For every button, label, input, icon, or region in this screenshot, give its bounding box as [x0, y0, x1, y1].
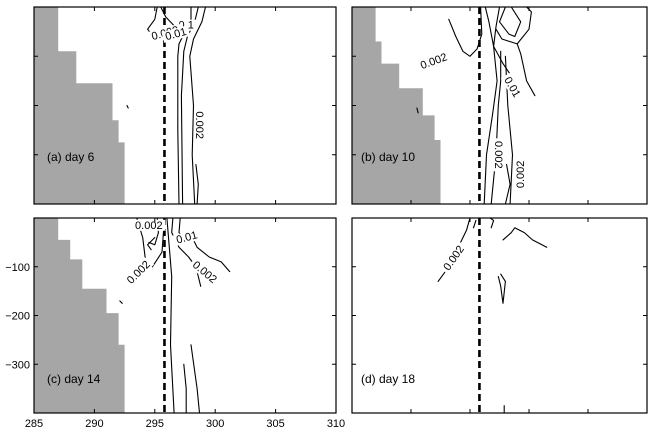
contour-label-c-2: 0.002	[188, 257, 221, 288]
land-mask-panel-a	[34, 7, 125, 204]
x-tick-label-295: 295	[146, 418, 164, 430]
contour-line-b-0	[448, 7, 483, 57]
contour-line-a-5	[177, 35, 184, 204]
contour-line-a-7	[126, 104, 129, 109]
x-tick-label-305: 305	[266, 418, 284, 430]
panel-b-label: (b) day 10	[361, 150, 415, 164]
contour-line-d-2	[489, 218, 495, 229]
contour-label-c-3: 0.002	[132, 219, 166, 232]
svg-text:0.002: 0.002	[515, 161, 527, 189]
contour-line-c-7	[147, 236, 156, 251]
panel-a-label: (a) day 6	[47, 150, 95, 164]
contour-label-b-1: 0.01	[500, 72, 524, 102]
x-tick-label-300: 300	[206, 418, 224, 430]
contour-line-b-4	[498, 7, 522, 38]
contour-label-a-3: 0.002	[193, 108, 206, 142]
svg-text:0.002: 0.002	[492, 141, 504, 169]
contour-line-a-6	[195, 164, 199, 204]
contour-line-b-8	[504, 164, 511, 204]
x-tick-label-310: 310	[327, 418, 345, 430]
land-mask-panel-c	[34, 218, 125, 413]
contour-line-b-1	[484, 7, 512, 77]
svg-text:0.002: 0.002	[135, 220, 163, 232]
panel-d-label: (d) day 18	[361, 372, 415, 386]
contour-line-b-5	[495, 7, 532, 45]
contour-label-b-2: 0.002	[492, 138, 504, 172]
svg-text:0.002: 0.002	[419, 51, 449, 72]
contour-label-d-0: 0.002	[439, 241, 468, 275]
contour-line-c-4	[166, 218, 175, 413]
x-tick-label-290: 290	[85, 418, 103, 430]
axes-ticks: 285 290 295 300 305 310 −100 −200 −300	[5, 7, 648, 430]
contour-line-b-2	[483, 7, 501, 204]
contour-line-b-6	[516, 43, 536, 97]
contour-label-c-1: 0.002	[122, 256, 155, 288]
x-tick-label-285: 285	[25, 418, 43, 430]
contour-line-d-3	[502, 227, 548, 248]
y-tick-label--100: −100	[5, 262, 30, 274]
panel-c-label: (c) day 14	[47, 372, 101, 386]
contour-label-a-2: 0.01	[161, 25, 191, 43]
panel-c: 0.01 0.002 0.002 0.002 (c) day 14	[33, 217, 337, 414]
svg-text:0.002: 0.002	[441, 244, 467, 273]
contour-line-a-4	[189, 7, 207, 204]
y-tick-label--300: −300	[5, 359, 30, 371]
contour-line-a-3	[180, 7, 199, 204]
contour-line-d-4	[497, 273, 506, 304]
contour-line-d-1	[472, 219, 477, 229]
contour-line-c-8	[119, 300, 123, 304]
land-mask-panel-b	[352, 7, 441, 204]
contour-label-b-0: 0.002	[416, 50, 452, 72]
svg-text:0.002: 0.002	[193, 111, 205, 139]
contour-line-c-5	[183, 363, 187, 413]
y-tick-label--200: −200	[5, 311, 30, 323]
svg-text:0.01: 0.01	[164, 26, 188, 43]
contour-line-c-6	[190, 344, 201, 413]
svg-text:0.01: 0.01	[175, 229, 199, 246]
contour-line-b-9	[416, 107, 419, 114]
panel-b: 0.002 0.01 0.002 0.002 (b) day 10	[351, 6, 648, 205]
contour-label-c-0: 0.01	[172, 228, 202, 247]
panel-d: 0.002 (d) day 18	[351, 217, 648, 414]
contour-label-b-3: 0.002	[515, 157, 527, 191]
contour-line-c-2	[171, 218, 202, 287]
